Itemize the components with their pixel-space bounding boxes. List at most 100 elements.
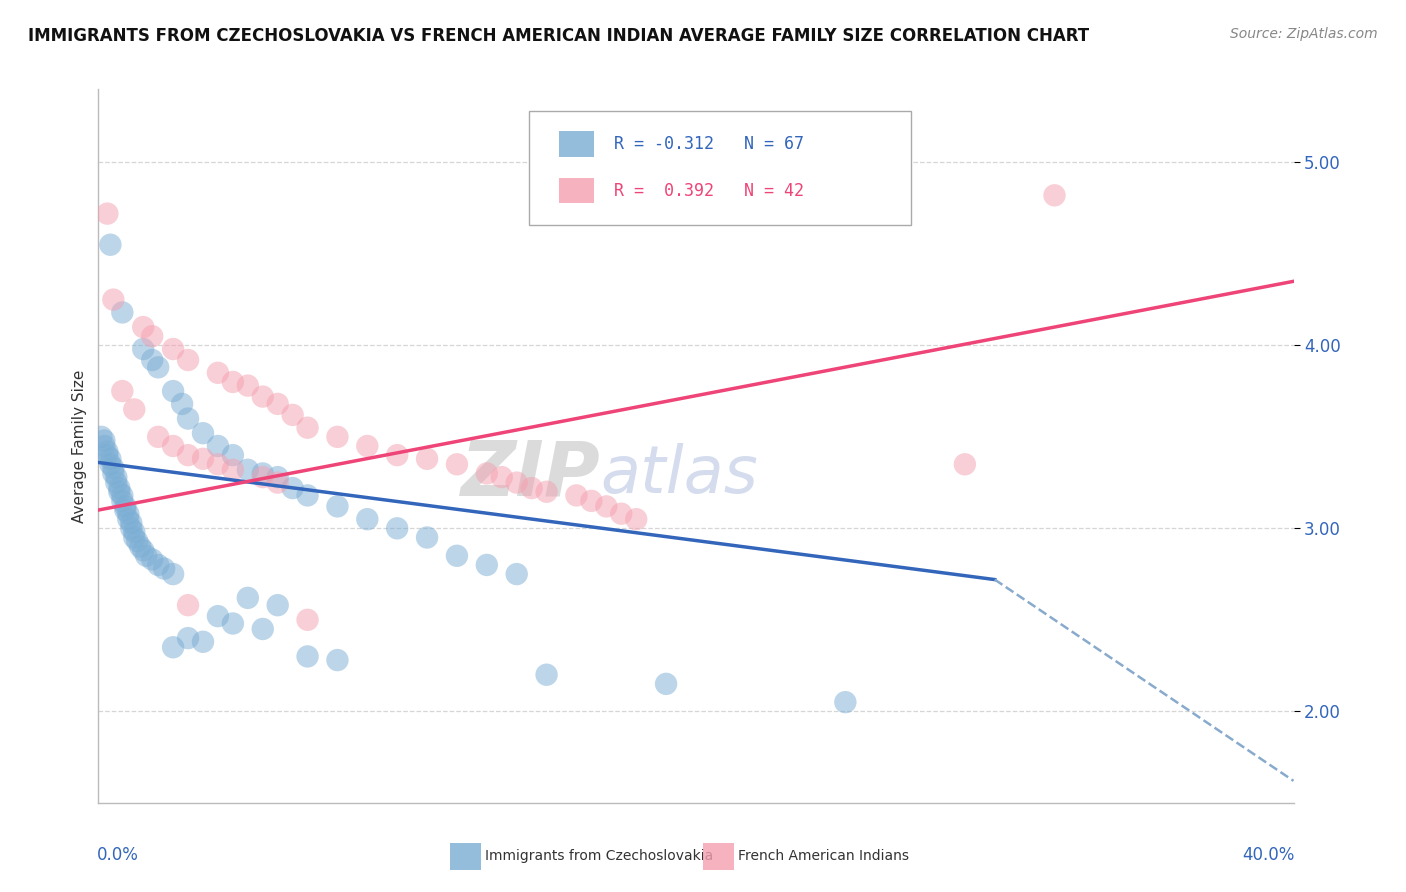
- Point: [222, 375, 245, 389]
- Point: [96, 206, 118, 220]
- Point: [536, 484, 558, 499]
- Point: [416, 531, 439, 545]
- Point: [416, 451, 439, 466]
- Point: [153, 561, 176, 575]
- Point: [124, 524, 146, 539]
- Point: [111, 384, 134, 398]
- Point: [655, 677, 678, 691]
- Point: [356, 512, 378, 526]
- Point: [103, 461, 125, 475]
- Point: [141, 329, 163, 343]
- Point: [297, 488, 319, 502]
- Point: [267, 475, 290, 490]
- Point: [162, 384, 184, 398]
- Text: 0.0%: 0.0%: [97, 846, 139, 863]
- Point: [446, 458, 468, 472]
- Point: [356, 439, 378, 453]
- Point: [127, 534, 149, 549]
- Text: Immigrants from Czechoslovakia: Immigrants from Czechoslovakia: [485, 849, 713, 863]
- Point: [105, 475, 128, 490]
- Text: Source: ZipAtlas.com: Source: ZipAtlas.com: [1230, 27, 1378, 41]
- Point: [252, 470, 274, 484]
- Point: [1043, 188, 1066, 202]
- Point: [267, 470, 290, 484]
- Point: [581, 494, 603, 508]
- Point: [475, 467, 498, 481]
- Point: [191, 634, 214, 648]
- Point: [236, 463, 259, 477]
- Point: [129, 540, 152, 554]
- Point: [114, 503, 136, 517]
- Point: [98, 458, 122, 472]
- Point: [105, 470, 128, 484]
- Point: [191, 426, 214, 441]
- Point: [252, 390, 274, 404]
- FancyBboxPatch shape: [529, 111, 911, 225]
- Point: [520, 481, 543, 495]
- Point: [191, 451, 214, 466]
- Text: ZIP: ZIP: [461, 438, 600, 511]
- Bar: [558, 131, 595, 157]
- Point: [177, 598, 200, 612]
- Point: [252, 622, 274, 636]
- Point: [162, 342, 184, 356]
- Point: [297, 420, 319, 434]
- Point: [536, 667, 558, 681]
- Point: [222, 463, 245, 477]
- Point: [610, 507, 633, 521]
- Point: [135, 549, 157, 563]
- Point: [385, 448, 409, 462]
- Point: [624, 512, 647, 526]
- Point: [120, 521, 142, 535]
- Point: [281, 481, 304, 495]
- Point: [141, 353, 163, 368]
- Point: [103, 293, 125, 307]
- Point: [148, 360, 170, 375]
- Point: [132, 543, 155, 558]
- Point: [267, 598, 290, 612]
- Point: [114, 500, 136, 514]
- Point: [281, 408, 304, 422]
- Point: [297, 613, 319, 627]
- Text: R =  0.392   N = 42: R = 0.392 N = 42: [613, 182, 803, 200]
- Point: [98, 451, 122, 466]
- Bar: [558, 178, 595, 203]
- Text: atlas: atlas: [600, 442, 758, 507]
- Point: [207, 439, 229, 453]
- Point: [491, 470, 513, 484]
- Point: [177, 448, 200, 462]
- Point: [111, 305, 134, 319]
- Point: [90, 430, 112, 444]
- Point: [132, 342, 155, 356]
- Point: [111, 488, 134, 502]
- Point: [172, 397, 194, 411]
- Point: [177, 353, 200, 368]
- Point: [252, 467, 274, 481]
- Point: [117, 512, 139, 526]
- Y-axis label: Average Family Size: Average Family Size: [72, 369, 87, 523]
- Point: [177, 631, 200, 645]
- Point: [141, 552, 163, 566]
- Point: [117, 507, 139, 521]
- Point: [124, 531, 146, 545]
- Point: [506, 475, 529, 490]
- Point: [93, 439, 115, 453]
- Point: [108, 481, 131, 495]
- Point: [326, 500, 349, 514]
- Point: [595, 500, 617, 514]
- Text: IMMIGRANTS FROM CZECHOSLOVAKIA VS FRENCH AMERICAN INDIAN AVERAGE FAMILY SIZE COR: IMMIGRANTS FROM CZECHOSLOVAKIA VS FRENCH…: [28, 27, 1090, 45]
- Point: [326, 653, 349, 667]
- Point: [267, 397, 290, 411]
- Point: [103, 467, 125, 481]
- Point: [177, 411, 200, 425]
- Point: [834, 695, 856, 709]
- Point: [446, 549, 468, 563]
- Point: [162, 640, 184, 655]
- Text: 40.0%: 40.0%: [1243, 846, 1295, 863]
- Point: [162, 439, 184, 453]
- Point: [108, 484, 131, 499]
- Point: [222, 616, 245, 631]
- Point: [475, 558, 498, 572]
- Point: [124, 402, 146, 417]
- Point: [111, 494, 134, 508]
